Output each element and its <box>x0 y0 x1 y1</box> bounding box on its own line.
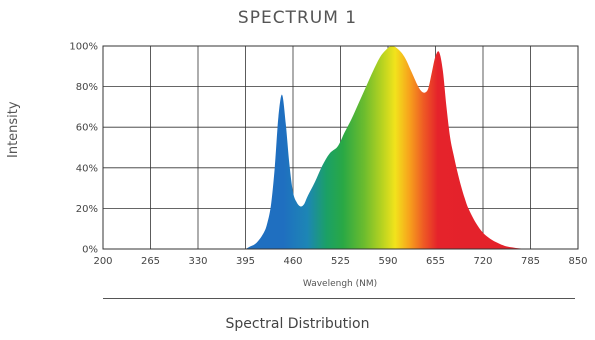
chart-caption: Spectral Distribution <box>225 316 370 332</box>
y-tick-label: 0% <box>82 245 98 256</box>
y-tick-labels: 0% 20% 40% 60% 80% 100% <box>69 42 98 256</box>
spectrum-chart: 0% 20% 40% 60% 80% 100% 200 265 330 395 460 525 590… <box>69 42 587 290</box>
x-tick-label: 590 <box>378 256 397 267</box>
x-tick-label: 525 <box>331 256 350 267</box>
chart-title: SPECTRUM 1 <box>237 8 358 28</box>
spectrum-area <box>245 46 535 249</box>
x-tick-label: 655 <box>426 256 445 267</box>
y-tick-label: 20% <box>76 204 98 215</box>
x-tick-label: 265 <box>141 256 160 267</box>
x-tick-label: 200 <box>93 256 112 267</box>
area-layer <box>245 46 535 249</box>
x-tick-label: 720 <box>473 256 492 267</box>
y-tick-label: 80% <box>76 82 98 93</box>
y-tick-label: 60% <box>76 123 98 134</box>
y-tick-label: 100% <box>69 42 98 53</box>
x-tick-label: 785 <box>521 256 540 267</box>
x-tick-label: 330 <box>188 256 207 267</box>
y-tick-label: 40% <box>76 163 98 174</box>
x-tick-label: 850 <box>568 256 587 267</box>
plot-frame <box>102 45 579 250</box>
x-tick-labels: 200 265 330 395 460 525 590 655 720 785 850 <box>93 256 587 267</box>
x-tick-label: 395 <box>236 256 255 267</box>
x-axis-label: Wavelengh (NM) <box>303 279 377 289</box>
x-tick-label: 460 <box>283 256 302 267</box>
divider-line <box>103 298 575 299</box>
